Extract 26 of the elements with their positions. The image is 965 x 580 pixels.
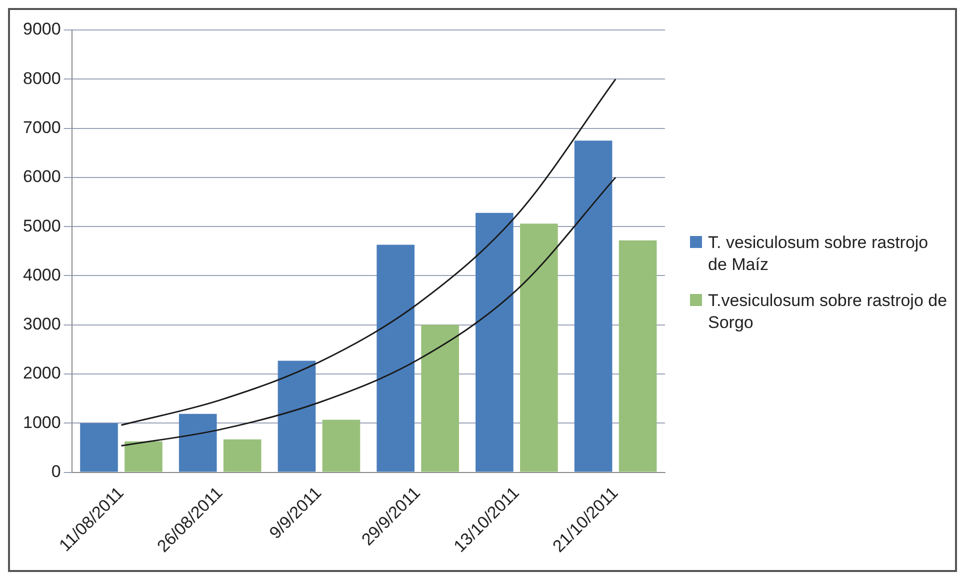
bar [322,420,360,472]
bar [278,360,316,472]
y-tick-label: 2000 [22,364,61,383]
bar [80,423,118,472]
y-tick-label: 4000 [22,265,61,284]
line-series [120,176,616,447]
bar [421,324,459,472]
bar [520,224,558,472]
bar [618,240,657,472]
bar [223,439,262,472]
legend-label: T.vesiculosum sobre rastrojo de Sorgo [708,290,948,334]
line-series [120,78,616,426]
bar [178,414,217,472]
bar [574,140,612,472]
y-tick-label: 9000 [22,20,61,39]
bar [124,441,162,472]
legend-label: T. vesiculosum sobre rastrojo de Maíz [708,232,930,276]
y-tick-label: 5000 [22,216,61,236]
bar [476,212,514,472]
y-tick-label: 0 [51,462,61,481]
bar [376,244,415,472]
y-tick-label: 6000 [22,167,61,186]
y-tick-label: 3000 [22,314,61,334]
y-tick-label: 8000 [22,68,61,88]
y-tick-label: 7000 [22,118,61,137]
y-tick-label: 1000 [22,412,61,432]
